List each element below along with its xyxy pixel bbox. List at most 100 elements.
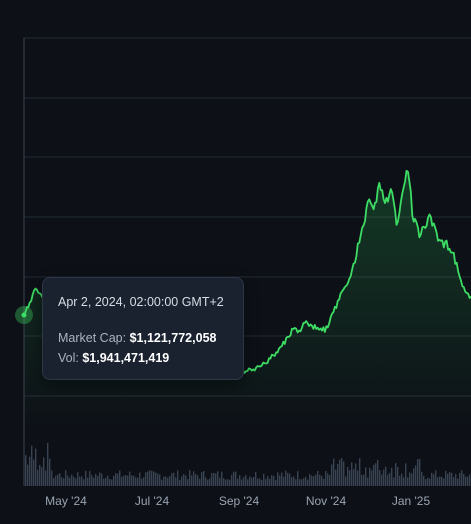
- volume-bar: [211, 472, 213, 486]
- volume-bar: [29, 456, 31, 486]
- volume-bar: [361, 474, 363, 486]
- volume-bar: [311, 475, 313, 486]
- volume-bar: [261, 479, 263, 486]
- volume-bar: [43, 457, 45, 486]
- volume-bar: [259, 478, 261, 486]
- volume-bar: [85, 470, 87, 486]
- volume-bar: [77, 472, 79, 486]
- volume-bar: [317, 470, 319, 486]
- x-tick-label: Nov '24: [306, 494, 347, 508]
- volume-bar: [303, 478, 305, 486]
- volume-bar: [215, 473, 217, 486]
- volume-bar: [353, 469, 355, 486]
- volume-bar: [315, 474, 317, 486]
- volume-bar: [413, 468, 415, 486]
- volume-bar: [151, 470, 153, 486]
- volume-bar: [365, 467, 367, 486]
- volume-bar: [289, 473, 291, 486]
- volume-bar: [35, 448, 37, 486]
- volume-bar: [75, 478, 77, 486]
- volume-bar: [467, 476, 469, 486]
- tooltip: Apr 2, 2024, 02:00:00 GMT+2 Market Cap: …: [42, 277, 244, 380]
- volume-bar: [469, 474, 471, 486]
- volume-bar: [121, 476, 123, 486]
- volume-bar: [381, 474, 383, 486]
- volume-bar: [113, 475, 115, 486]
- volume-bar: [253, 477, 255, 486]
- volume-bar: [393, 477, 395, 486]
- volume-bar: [455, 474, 457, 486]
- volume-bar: [53, 478, 55, 486]
- volume-bar: [225, 479, 227, 486]
- volume-bar: [183, 474, 185, 486]
- tooltip-volume-label: Vol:: [58, 351, 79, 365]
- volume-bar: [65, 470, 67, 486]
- volume-bar: [313, 476, 315, 486]
- volume-bar: [61, 477, 63, 486]
- volume-bar: [465, 476, 467, 486]
- volume-bar: [451, 472, 453, 486]
- volume-bar: [343, 461, 345, 486]
- volume-bar: [275, 479, 277, 486]
- volume-bar: [367, 477, 369, 486]
- hover-cursor: [15, 38, 33, 486]
- volume-bar: [417, 459, 419, 486]
- volume-bar: [207, 479, 209, 486]
- volume-bar: [111, 479, 113, 486]
- volume-bar: [329, 475, 331, 486]
- volume-bar: [363, 474, 365, 486]
- volume-bar: [339, 459, 341, 486]
- volume-bar: [161, 479, 163, 486]
- volume-bar: [325, 471, 327, 486]
- volume-bar: [321, 475, 323, 486]
- volume-bar: [71, 474, 73, 486]
- volume-bar: [245, 475, 247, 486]
- volume-bar: [189, 470, 191, 486]
- volume-bar: [213, 473, 215, 486]
- tooltip-volume-row: Vol: $1,941,471,419: [58, 351, 169, 365]
- volume-bar: [193, 471, 195, 486]
- volume-bar: [69, 477, 71, 486]
- volume-bar: [319, 474, 321, 486]
- volume-bar: [337, 463, 339, 486]
- volume-bar: [405, 463, 407, 486]
- volume-bar: [179, 479, 181, 486]
- volume-bar: [301, 479, 303, 486]
- volume-bar: [157, 473, 159, 486]
- cursor-dot: [21, 312, 27, 318]
- volume-bar: [25, 455, 27, 486]
- volume-bar: [355, 463, 357, 486]
- volume-bar: [411, 473, 413, 486]
- volume-bar: [115, 473, 117, 486]
- volume-bar: [37, 469, 39, 486]
- volume-bar: [47, 442, 49, 486]
- volume-bar: [345, 476, 347, 486]
- volume-bar: [453, 477, 455, 486]
- volume-bar: [443, 478, 445, 486]
- volume-bar: [299, 479, 301, 486]
- volume-bar: [395, 463, 397, 486]
- volume-bar: [89, 471, 91, 486]
- volume-bar: [291, 477, 293, 486]
- volume-bar: [131, 475, 133, 486]
- volume-bar: [33, 459, 35, 486]
- volume-bar: [155, 472, 157, 486]
- volume-bar: [437, 477, 439, 486]
- volume-bar: [277, 472, 279, 486]
- volume-bar: [233, 471, 235, 486]
- volume-bar: [187, 479, 189, 486]
- volume-bar: [163, 476, 165, 486]
- volume-bar: [407, 477, 409, 486]
- volume-bar: [267, 475, 269, 486]
- volume-bar: [185, 475, 187, 486]
- volume-bar: [257, 478, 259, 486]
- volume-bar: [327, 473, 329, 486]
- volume-bar: [63, 478, 65, 486]
- volume-bar: [95, 473, 97, 486]
- x-tick-label: Jul '24: [135, 494, 170, 508]
- x-tick-label: Jan '25: [392, 494, 431, 508]
- volume-bar: [265, 479, 267, 486]
- volume-bar: [421, 471, 423, 486]
